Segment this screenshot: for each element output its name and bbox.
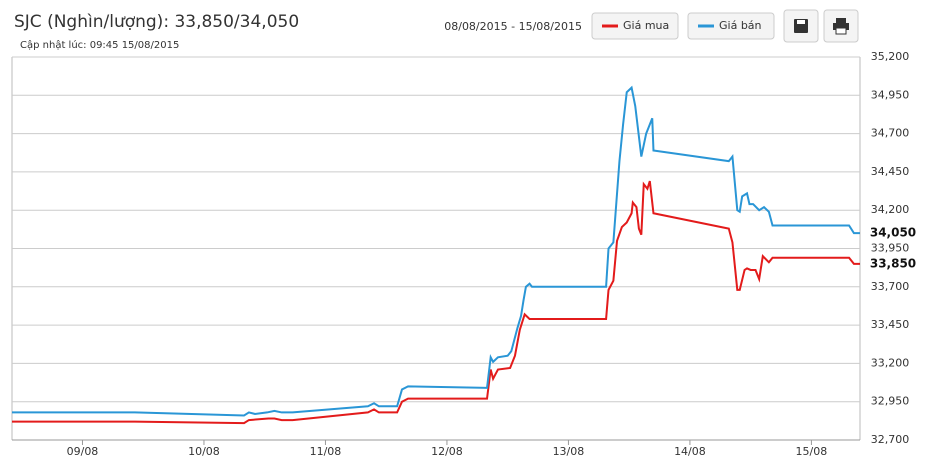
annotation-label: 34,050 — [870, 226, 916, 240]
x-tick-label: 15/08 — [796, 445, 828, 458]
annotation-bg — [864, 256, 920, 271]
y-tick-label: 32,700 — [871, 433, 910, 446]
chart-subtitle: Cập nhật lúc: 09:45 15/08/2015 — [20, 39, 179, 51]
annotation-bg — [864, 226, 920, 241]
y-tick-label: 33,200 — [871, 356, 910, 369]
y-tick-label: 34,700 — [871, 127, 910, 140]
x-tick-label: 10/08 — [188, 445, 220, 458]
legend-button-bg[interactable] — [591, 12, 679, 40]
x-tick-label: 14/08 — [674, 445, 706, 458]
chart-title: SJC (Nghìn/lượng): 33,850/34,050 — [14, 12, 299, 32]
date-range: 08/08/2015 - 15/08/2015 — [444, 20, 582, 33]
save-icon — [797, 20, 805, 24]
save-button[interactable] — [783, 9, 819, 43]
legend-button-bg[interactable] — [687, 12, 775, 40]
x-tick-label: 09/08 — [67, 445, 99, 458]
series-line — [12, 85, 860, 417]
print-button[interactable] — [823, 9, 859, 43]
print-icon — [835, 27, 847, 35]
print-icon — [833, 23, 849, 30]
y-tick-label: 32,950 — [871, 395, 910, 408]
y-tick-label: 34,450 — [871, 165, 910, 178]
y-tick-label: 34,200 — [871, 203, 910, 216]
legend-label[interactable]: Giá bán — [719, 19, 762, 32]
y-tick-label: 33,950 — [871, 242, 910, 255]
x-tick-label: 12/08 — [431, 445, 463, 458]
series-line — [12, 180, 860, 425]
legend-button[interactable]: Giá bán — [687, 12, 775, 40]
legend-button[interactable]: Giá mua — [591, 12, 679, 40]
y-tick-label: 33,450 — [871, 318, 910, 331]
x-tick-label: 13/08 — [553, 445, 585, 458]
x-tick-label: 11/08 — [310, 445, 342, 458]
legend-label[interactable]: Giá mua — [623, 19, 669, 32]
y-tick-label: 35,200 — [871, 50, 910, 63]
y-tick-label: 33,700 — [871, 280, 910, 293]
y-tick-label: 34,950 — [871, 88, 910, 101]
annotation-label: 33,850 — [870, 256, 916, 270]
print-icon — [836, 18, 846, 23]
